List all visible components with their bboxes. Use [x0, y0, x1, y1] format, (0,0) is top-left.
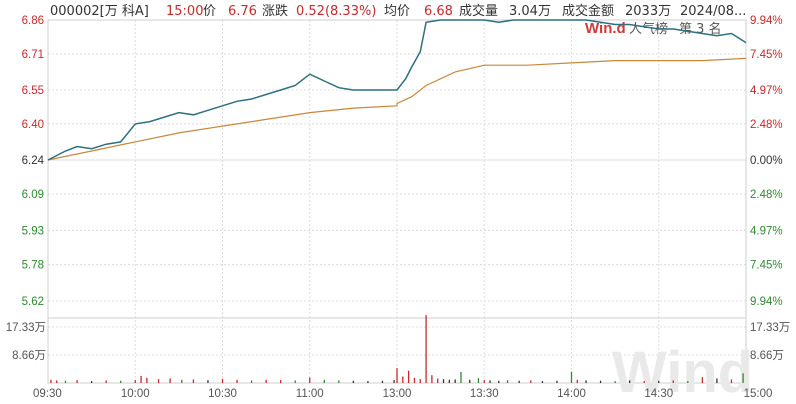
- price-line: [47, 19, 747, 161]
- volume-tick-label-right: 17.33万: [750, 322, 790, 334]
- percent-tick-label: 0.00%: [750, 155, 783, 167]
- time-tick-label: 10:30: [208, 388, 237, 400]
- price-layer: [47, 19, 747, 161]
- time-tick-label: 10:00: [121, 388, 150, 400]
- amount-label: 成交金额: [562, 3, 614, 19]
- change-label: 涨跌: [262, 3, 288, 19]
- percent-tick-label: 7.45%: [750, 260, 783, 272]
- quote-header: 000002[万 科A] 15:00 价 6.76 涨跌 0.52(8.33%)…: [50, 3, 746, 19]
- price-tick-label: 6.09: [22, 189, 44, 201]
- time-tick-label: 09:30: [33, 388, 62, 400]
- price-tick-label: 6.24: [22, 155, 45, 167]
- price-tick-label: 6.86: [22, 15, 44, 27]
- change-value: 0.52(8.33%): [296, 4, 376, 19]
- avg-value: 6.68: [424, 4, 453, 19]
- time-tick-label: 11:00: [296, 388, 324, 400]
- quote-time: 15:00: [166, 4, 203, 19]
- percent-tick-label: 9.94%: [750, 15, 783, 27]
- volume-label: 成交量: [459, 3, 498, 19]
- price-tick-label: 6.55: [22, 85, 44, 97]
- volume-value: 3.04万: [509, 4, 551, 19]
- time-tick-label: 14:00: [557, 388, 586, 400]
- watermark-layer: Win.d 人气榜 第 3 名 Wind: [585, 20, 753, 404]
- grid-layer: [47, 19, 747, 384]
- price-tick-label: 5.78: [22, 260, 44, 272]
- left-price-axis: 6.86 6.71 6.55 6.40 6.24 6.09 5.93 5.78 5.62 17.3…: [6, 15, 46, 362]
- avg-price-layer: [47, 57, 747, 161]
- time-axis: 09:30 10:00 10:30 11:00 13:00 13:30 14:00 14:30…: [33, 388, 772, 400]
- time-tick-label: 15:00: [744, 388, 773, 400]
- date-value: 2024/08...: [680, 4, 746, 19]
- popularity-label: 人气榜: [629, 21, 668, 37]
- percent-tick-label: 9.94%: [750, 296, 783, 308]
- time-tick-label: 13:30: [470, 388, 499, 400]
- avg-price-line: [47, 57, 747, 161]
- percent-tick-label: 4.97%: [750, 85, 783, 97]
- volume-tick-label: 17.33万: [6, 322, 46, 334]
- amount-value: 2033万: [625, 4, 671, 19]
- price-tick-label: 6.40: [22, 119, 44, 131]
- price-tick-label: 5.93: [22, 226, 44, 238]
- avg-label: 均价: [384, 4, 410, 19]
- price-value: 6.76: [228, 4, 257, 19]
- percent-tick-label: 4.97%: [750, 226, 783, 238]
- volume-tick-label-right: 8.66万: [750, 350, 784, 362]
- right-percent-axis: 9.94% 7.45% 4.97% 2.48% 0.00% 2.48% 4.97% 7.45%…: [750, 15, 790, 362]
- percent-tick-label: 2.48%: [750, 119, 783, 131]
- time-tick-label: 13:00: [383, 388, 412, 400]
- price-label: 价: [203, 4, 216, 19]
- time-tick-label: 14:30: [644, 388, 673, 400]
- price-tick-label: 6.71: [22, 49, 44, 61]
- percent-tick-label: 2.48%: [750, 189, 783, 201]
- volume-tick-label: 8.66万: [12, 350, 46, 362]
- volume-bars: [50, 315, 744, 383]
- percent-tick-label: 7.45%: [750, 49, 783, 61]
- wind-big-watermark: Wind: [612, 340, 753, 404]
- price-tick-label: 5.62: [22, 296, 44, 308]
- popularity-rank: 第 3 名: [679, 21, 722, 37]
- stock-code: 000002[万 科A]: [50, 4, 149, 19]
